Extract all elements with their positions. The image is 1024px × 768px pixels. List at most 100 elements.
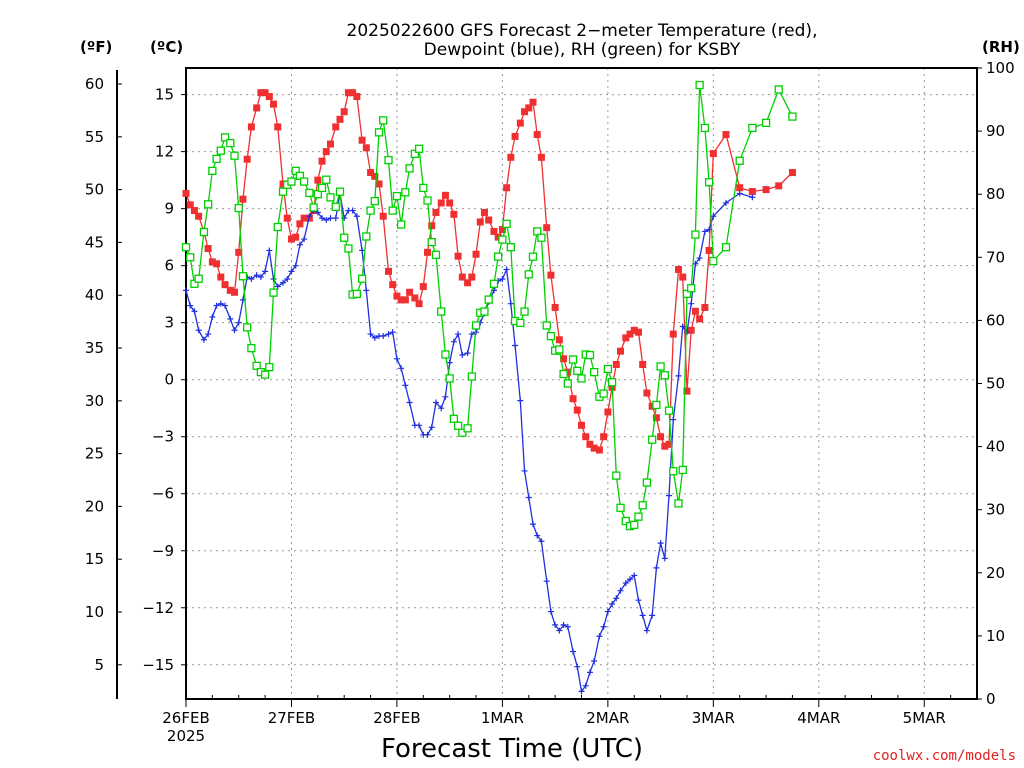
dewpoint-point [253, 272, 260, 279]
temperature-point [239, 195, 247, 203]
rh-point [528, 252, 538, 261]
temperature-line [185, 92, 793, 451]
rh-point [559, 369, 568, 379]
temperature-point [617, 347, 625, 355]
temperature-point [274, 123, 282, 131]
dewpoint-point [517, 397, 524, 404]
rh-tick-label: 30 [986, 501, 1005, 519]
temperature-point [547, 271, 555, 279]
temperature-point [257, 89, 265, 97]
fahrenheit-tick-label: 45 [85, 233, 104, 251]
temperature-point [458, 273, 466, 281]
rh-tick-label: 40 [986, 438, 1005, 456]
rh-point [568, 355, 578, 364]
temperature-point [217, 273, 225, 281]
dewpoint-point [363, 287, 370, 294]
x-tick-label: 1MAR [481, 709, 524, 727]
celsius-tick-label: −15 [142, 656, 174, 674]
temperature-point [788, 169, 796, 177]
celsius-axis-unit: (ºC) [150, 38, 183, 56]
celsius-tick-label: 12 [155, 143, 174, 161]
rh-point [480, 307, 489, 316]
rh-tick-label: 90 [986, 122, 1005, 140]
dewpoint-point [499, 275, 506, 282]
rh-point [226, 138, 235, 148]
temperature-point [344, 89, 352, 97]
temperature-point [503, 184, 511, 192]
rh-point [265, 362, 274, 372]
dewpoint-point [507, 300, 514, 307]
temperature-point [691, 307, 699, 315]
temperature-point [428, 222, 436, 230]
rh-point [656, 362, 665, 371]
rh-point [295, 171, 305, 181]
rh-point [484, 295, 493, 304]
temperature-point [578, 421, 585, 429]
rh-axis-unit: (RH) [982, 38, 1020, 56]
rh-point [291, 166, 300, 176]
temperature-point [261, 89, 269, 97]
fahrenheit-tick-label: 15 [85, 550, 104, 568]
temperature-point [661, 442, 669, 450]
dewpoint-point [438, 405, 445, 412]
temperature-point [415, 300, 423, 308]
rh-point [260, 370, 270, 379]
rh-tick-label: 100 [986, 59, 1015, 77]
rh-tick-label: 50 [986, 375, 1005, 393]
dewpoint-point [393, 355, 400, 362]
temperature-point [696, 315, 704, 323]
temperature-point [464, 279, 472, 287]
x-tick-label: 26FEB [162, 709, 209, 727]
rh-point [774, 85, 783, 94]
dewpoint-point [552, 621, 559, 628]
rh-point [431, 250, 441, 259]
temperature-point [543, 224, 551, 232]
temperature-point [270, 100, 278, 108]
celsius-tick-label: −12 [142, 599, 174, 617]
dewpoint-point [274, 283, 281, 290]
temperature-point [411, 294, 419, 302]
temperature-point [371, 172, 379, 180]
celsius-tick-label: 6 [164, 257, 174, 275]
dewpoint-point [596, 633, 603, 640]
temperature-point [336, 115, 344, 123]
rh-point [278, 187, 288, 196]
dewpoint-point [609, 600, 616, 607]
celsius-tick-label: −3 [152, 428, 174, 446]
temperature-point [389, 281, 397, 289]
dewpoint-point [696, 255, 703, 262]
temperature-point [476, 218, 484, 226]
dewpoint-point [464, 350, 471, 357]
dewpoint-point [600, 623, 607, 630]
temperature-point [555, 336, 563, 344]
rh-point [638, 501, 647, 510]
temperature-point [516, 119, 524, 127]
rh-point [352, 289, 362, 299]
dewpoint-point [349, 207, 356, 214]
rh-point [599, 389, 608, 398]
plot-frame [185, 67, 978, 700]
rh-point [305, 188, 314, 198]
temperature-point [243, 155, 251, 163]
rh-point [247, 344, 256, 353]
rh-point [414, 144, 424, 153]
dewpoint-point [543, 578, 550, 585]
temperature-point [560, 355, 568, 363]
dewpoint-point [736, 190, 743, 197]
dewpoint-point [371, 334, 378, 341]
temperature-point [353, 93, 361, 101]
fahrenheit-tick-label: 5 [94, 656, 104, 674]
rh-point [621, 516, 630, 526]
rh-point [634, 512, 643, 521]
dewpoint-point [323, 217, 330, 224]
rh-point [392, 191, 402, 201]
rh-point [419, 183, 428, 193]
dewpoint-point [402, 382, 409, 389]
rh-point [788, 112, 797, 121]
temperature-point [472, 250, 480, 258]
rh-point [603, 364, 613, 374]
rh-point [190, 279, 199, 288]
temperature-point [679, 273, 687, 281]
temperature-point [630, 326, 638, 334]
